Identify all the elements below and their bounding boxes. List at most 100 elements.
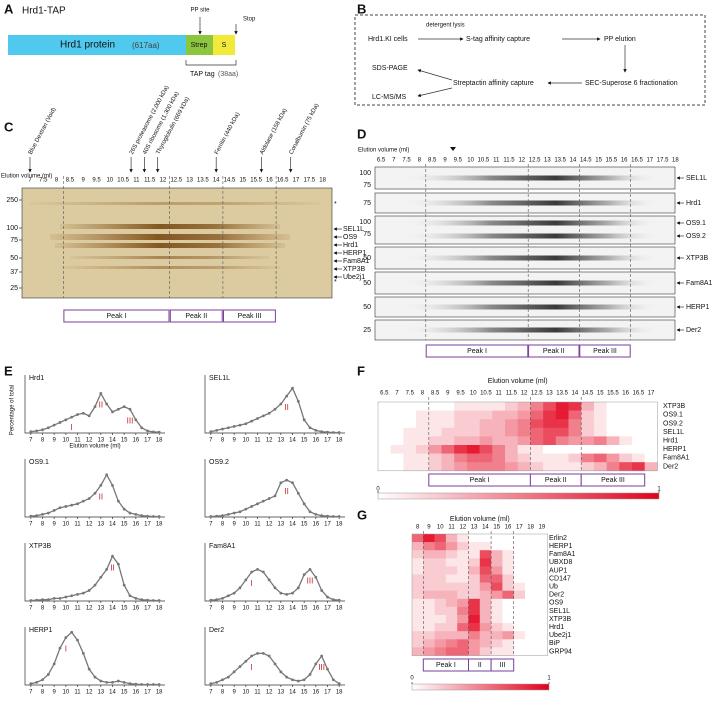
data-point <box>93 583 97 587</box>
x-tick-label: 15 <box>121 438 128 444</box>
axis <box>24 543 165 602</box>
heat-cell <box>525 574 537 583</box>
x-tick-label: 12 <box>460 525 467 531</box>
heat-cell <box>445 582 458 591</box>
heat-cell <box>468 598 481 608</box>
heat-cell <box>445 598 458 608</box>
x-tick-label: 12 <box>86 522 93 528</box>
heat-cell <box>606 445 620 454</box>
fraction-label: 13.5 <box>554 158 566 164</box>
x-tick-label: 13 <box>97 690 104 696</box>
data-point <box>134 596 138 600</box>
data-point <box>302 502 306 506</box>
heat-cell <box>491 598 503 608</box>
blot-band <box>400 175 660 181</box>
heat-cell <box>513 550 526 559</box>
x-tick-label: 17 <box>324 606 331 612</box>
heat-cell <box>412 606 424 616</box>
heat-cell <box>644 453 658 463</box>
workflow-step: Streptactin affinity capture <box>453 80 534 87</box>
data-point <box>291 386 294 390</box>
x-tick-label: 15 <box>301 522 308 528</box>
fraction-label: 18 <box>319 178 326 184</box>
arrow <box>417 69 453 81</box>
x-tick-label: 7 <box>29 438 33 444</box>
x-tick-label: 13 <box>277 438 284 444</box>
heat-cell <box>513 615 526 624</box>
band-label: Der2 <box>686 327 701 334</box>
protein-label: XTP3B <box>343 266 366 273</box>
colorbar-label: 0 <box>376 487 380 493</box>
heat-cell <box>445 542 458 551</box>
tag-label: TAP tag <box>190 71 215 78</box>
data-point <box>46 426 50 430</box>
peak-box <box>579 344 631 358</box>
heat-cell <box>619 427 633 437</box>
heat-cell <box>502 615 514 624</box>
x-tick-label: 12 <box>266 606 273 612</box>
heat-cell <box>423 550 435 559</box>
heat-cell <box>632 427 645 437</box>
x-tick-label: 17 <box>324 690 331 696</box>
peak-box <box>425 344 529 358</box>
heat-cell <box>468 631 481 640</box>
data-point <box>151 683 155 686</box>
arrow <box>417 87 453 98</box>
x-tick-label: 18 <box>156 438 163 444</box>
x-tick-label: 16 <box>505 525 512 531</box>
x-tick-label: 18 <box>156 690 163 696</box>
heat-cell <box>457 615 469 624</box>
x-tick-label: 12 <box>266 522 273 528</box>
heat-cell <box>491 566 503 575</box>
protein-label: HERP1 <box>343 250 366 257</box>
data-point <box>250 505 254 508</box>
elution-label: Elution volume (ml) <box>358 148 409 154</box>
mw-marker: 75 <box>363 231 371 238</box>
x-tick-label: 16 <box>622 391 629 397</box>
data-point <box>296 491 300 495</box>
x-tick-label: 18 <box>156 606 163 612</box>
fraction-label: 14 <box>570 158 577 164</box>
heat-cell <box>468 615 481 624</box>
heat-cell <box>479 453 493 463</box>
data-point <box>302 418 306 422</box>
panel-label: B <box>357 1 366 16</box>
heat-cell <box>412 590 424 600</box>
peak-annotation: I <box>251 579 253 588</box>
heat-cell <box>457 606 469 616</box>
x-tick-label: 11 <box>496 391 503 397</box>
axis <box>204 543 345 602</box>
x-tick-label: 8 <box>221 522 225 528</box>
data-point <box>273 494 277 498</box>
peak-annotation: III <box>318 663 325 672</box>
heat-cell <box>416 462 430 472</box>
row-label: Ube2j1 <box>549 632 571 639</box>
x-tick-label: 17 <box>516 525 523 531</box>
blot-band <box>400 327 660 333</box>
fraction-label: 9.5 <box>92 178 101 184</box>
data-point <box>116 499 120 503</box>
heat-cell <box>403 462 417 472</box>
heat-cell <box>434 639 447 648</box>
data-point <box>93 491 97 495</box>
heat-cell <box>479 436 493 446</box>
heat-cell <box>412 631 424 640</box>
x-tick-label: 9 <box>52 438 56 444</box>
heat-cell <box>468 558 481 567</box>
data-point <box>296 399 300 403</box>
heat-cell <box>555 462 569 472</box>
data-point <box>238 510 242 514</box>
heat-cell <box>513 582 526 591</box>
heat-cell <box>445 623 458 632</box>
data-point <box>238 665 242 668</box>
heat-cell <box>632 436 645 446</box>
peak-annotation: III <box>127 416 134 425</box>
data-point <box>35 429 39 433</box>
x-tick-label: 9 <box>232 690 236 696</box>
x-tick-label: 16 <box>132 438 139 444</box>
data-point <box>320 589 324 592</box>
data-point <box>238 586 242 590</box>
x-tick-label: 8 <box>221 606 225 612</box>
data-point <box>151 430 155 434</box>
x-tick-label: 7 <box>29 522 33 528</box>
